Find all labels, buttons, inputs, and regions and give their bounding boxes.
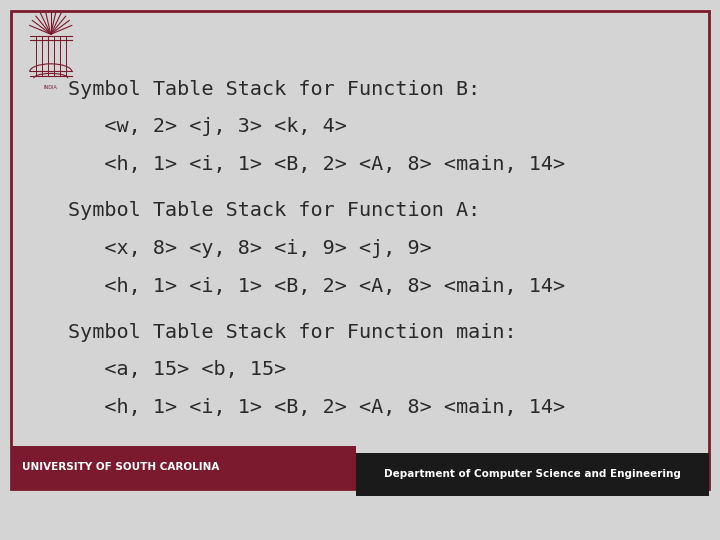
Text: <h, 1> <i, 1> <B, 2> <A, 8> <main, 14>: <h, 1> <i, 1> <B, 2> <A, 8> <main, 14> (68, 398, 565, 417)
Text: INDIA: INDIA (44, 84, 58, 90)
Text: <x, 8> <y, 8> <i, 9> <j, 9>: <x, 8> <y, 8> <i, 9> <j, 9> (68, 239, 432, 258)
Text: Symbol Table Stack for Function A:: Symbol Table Stack for Function A: (68, 201, 481, 220)
Text: UNIVERSITY OF SOUTH CAROLINA: UNIVERSITY OF SOUTH CAROLINA (22, 462, 219, 472)
Text: Symbol Table Stack for Function main:: Symbol Table Stack for Function main: (68, 322, 517, 342)
Text: <h, 1> <i, 1> <B, 2> <A, 8> <main, 14>: <h, 1> <i, 1> <B, 2> <A, 8> <main, 14> (68, 155, 565, 174)
Text: Department of Computer Science and Engineering: Department of Computer Science and Engin… (384, 469, 681, 479)
Text: <w, 2> <j, 3> <k, 4>: <w, 2> <j, 3> <k, 4> (68, 117, 347, 137)
Bar (11, 446, 356, 489)
Text: <h, 1> <i, 1> <B, 2> <A, 8> <main, 14>: <h, 1> <i, 1> <B, 2> <A, 8> <main, 14> (68, 276, 565, 296)
Text: <a, 15> <b, 15>: <a, 15> <b, 15> (68, 360, 287, 380)
Bar (356, 453, 709, 496)
Text: Symbol Table Stack for Function B:: Symbol Table Stack for Function B: (68, 79, 481, 99)
Bar (11, 11, 709, 489)
